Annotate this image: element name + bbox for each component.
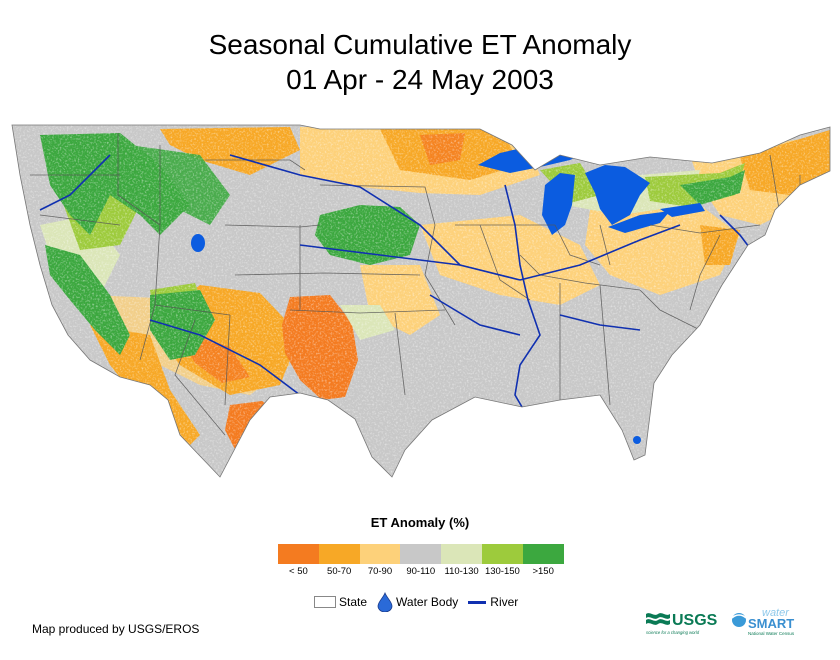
legend-label: 90-110	[406, 566, 436, 577]
legend-color-ramp	[278, 544, 564, 564]
legend-title: ET Anomaly (%)	[370, 515, 470, 530]
legend-bin-70-90	[359, 544, 401, 564]
water-body-key: Water Body	[377, 592, 458, 612]
legend-bin-110-130	[441, 544, 482, 564]
state-swatch-icon	[314, 596, 336, 608]
legend-bin-90-110	[400, 544, 442, 564]
river-line-icon	[468, 600, 487, 604]
watersmart-logo: water SMART National Water Census	[731, 607, 795, 636]
river-key: River	[468, 595, 518, 609]
water-drop-icon	[377, 592, 393, 612]
map-subtitle-date-range: 01 Apr - 24 May 2003	[286, 64, 554, 95]
legend-label: >150	[532, 566, 554, 577]
legend-label: 50-70	[327, 566, 352, 577]
svg-text:SMART: SMART	[748, 616, 794, 631]
map-title: Seasonal Cumulative ET Anomaly	[208, 29, 632, 60]
state-key-label: State	[339, 595, 368, 609]
map-symbol-key: State Water Body River	[314, 592, 528, 612]
legend-label: < 50	[289, 566, 308, 577]
svg-text:National Water Census: National Water Census	[748, 631, 795, 636]
legend-bin-lt50	[278, 544, 319, 564]
usgs-logo: USGS science for a changing world	[646, 612, 718, 635]
svg-text:science for a changing world: science for a changing world	[646, 630, 700, 635]
legend-bin-130-150	[481, 544, 523, 564]
legend-bin-50-70	[318, 544, 360, 564]
et-anomaly-map	[11, 124, 831, 478]
legend-bin-gt150	[522, 544, 564, 564]
legend-label: 130-150	[484, 566, 520, 577]
agency-logos: USGS science for a changing world water …	[646, 607, 795, 636]
svg-text:water: water	[762, 607, 790, 619]
svg-text:USGS: USGS	[672, 612, 718, 629]
water-body-key-label: Water Body	[396, 595, 459, 609]
river-key-label: River	[490, 595, 519, 609]
legend-labels: < 50 50-70 70-90 90-110 110-130 130-150 …	[278, 566, 564, 577]
state-key: State	[314, 595, 367, 609]
legend-label: 110-130	[444, 566, 479, 577]
legend-label: 70-90	[367, 566, 393, 577]
credit-text: Map produced by USGS/EROS	[32, 622, 200, 636]
